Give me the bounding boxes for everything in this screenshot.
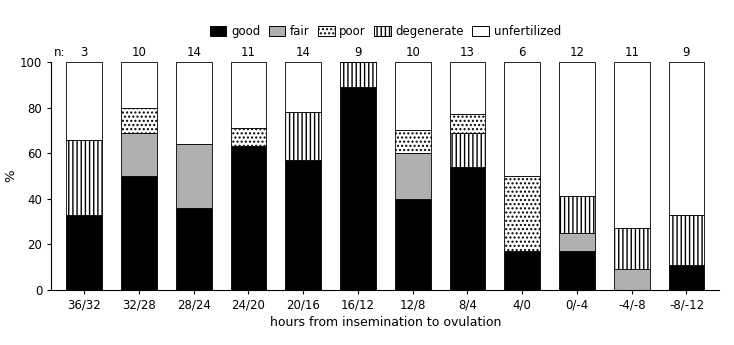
Bar [286,112,321,160]
Bar [121,133,157,176]
Bar [395,62,431,130]
Bar [450,115,485,133]
Bar [121,62,157,108]
Bar [121,176,157,290]
Text: 12: 12 [570,46,584,59]
Bar [614,269,650,290]
Text: 9: 9 [355,46,362,59]
Bar [669,265,704,290]
Text: 3: 3 [81,46,88,59]
Bar [504,251,540,290]
Bar [450,167,485,290]
Bar [340,87,376,290]
Bar [230,62,266,128]
Bar [395,130,431,153]
Bar [559,233,595,251]
Text: 6: 6 [518,46,526,59]
Text: 10: 10 [131,46,146,59]
Bar [286,160,321,290]
Bar [230,146,266,290]
Bar [614,62,650,228]
Bar [669,215,704,265]
Bar [614,228,650,269]
Bar [669,62,704,215]
Bar [450,133,485,167]
Bar [67,62,102,139]
Text: 11: 11 [241,46,256,59]
Text: 10: 10 [405,46,420,59]
Bar [395,199,431,290]
Legend: good, fair, poor, degenerate, unfertilized: good, fair, poor, degenerate, unfertiliz… [206,20,565,43]
Text: 14: 14 [296,46,310,59]
X-axis label: hours from insemination to ovulation: hours from insemination to ovulation [269,316,501,329]
Bar [559,251,595,290]
Bar [176,62,211,144]
Text: 9: 9 [683,46,690,59]
Bar [504,176,540,251]
Bar [286,62,321,112]
Bar [559,196,595,233]
Bar [176,144,211,208]
Text: n:: n: [54,46,65,59]
Text: 13: 13 [460,46,475,59]
Bar [340,62,376,87]
Bar [230,128,266,146]
Bar [121,108,157,133]
Text: 14: 14 [186,46,201,59]
Bar [504,62,540,176]
Y-axis label: %: % [4,170,18,182]
Bar [450,62,485,115]
Bar [559,62,595,196]
Bar [67,139,102,215]
Text: 11: 11 [624,46,639,59]
Bar [67,215,102,290]
Bar [176,208,211,290]
Bar [395,153,431,199]
